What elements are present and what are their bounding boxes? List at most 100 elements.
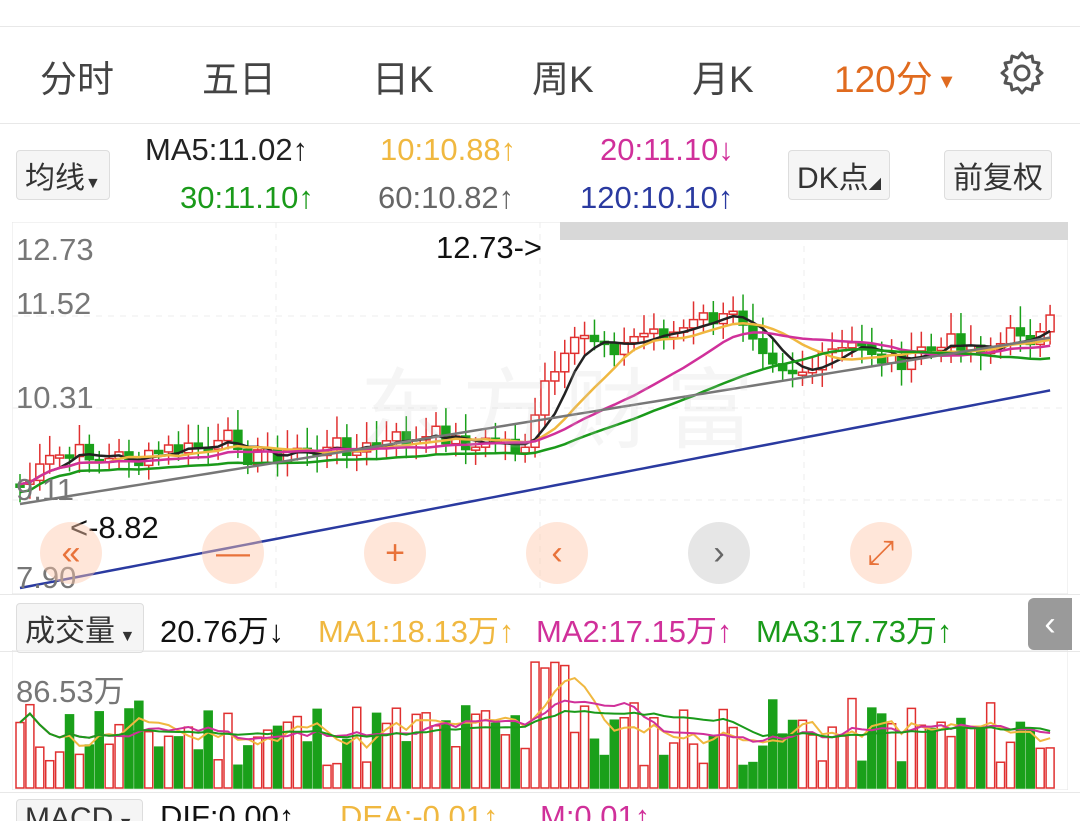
candle-down [758,338,768,355]
tab-intraday[interactable]: 分时 [40,59,114,100]
volume-bar [758,745,768,789]
volume-bar [252,736,263,789]
volume-bar [876,713,887,789]
minus-icon[interactable]: — [202,522,264,584]
volume-bar [500,734,511,789]
candle-up [54,454,65,459]
ma60-line [19,336,1051,506]
volume-bar [748,761,758,789]
ma120-line [19,389,1051,590]
macd-selector[interactable]: MACD ▼ [16,799,143,821]
tab-daily-k[interactable]: 日K [372,59,434,100]
volume-ma1-value: MA1:18.13万↑ [318,614,515,649]
candle-up [530,414,540,449]
chevron-right-icon[interactable]: › [688,522,750,584]
candle-down [659,328,669,339]
gear-icon[interactable] [998,49,1046,97]
candle-down [956,333,966,351]
candle-up [391,431,402,442]
volume-bar [322,764,332,789]
candle-up [223,429,233,442]
volume-bar [104,743,114,789]
volume-bar [787,719,798,789]
volume-bar [847,697,857,789]
volume-bar [569,731,580,789]
caret-down-icon: ▼ [115,628,136,645]
macd-header: MACD ▼ DIF:0.00↑ DEA:-0.01↑ M:0.01↑ [0,792,1080,821]
candle-up [569,336,580,355]
volume-bar [361,761,372,789]
ma120-value: 120:10.10↑ [580,180,734,215]
volume-bar [223,712,233,789]
volume-bar [381,722,392,789]
volume-bar [94,711,104,789]
status-bar [0,0,1080,26]
candle-down [15,483,25,488]
candle-down [342,437,352,457]
ma5-value: MA5:11.02↑ [145,132,309,167]
ma10-value: 10:10.88↑ [380,132,517,167]
tab-five-day[interactable]: 五日 [202,59,276,100]
volume-bar [916,724,927,789]
candle-up [728,310,738,316]
volume-bar [25,703,35,789]
volume-value: 20.76万↓ [160,614,285,649]
volume-bar [262,729,273,789]
volume-bar [639,764,649,789]
candlestick-chart[interactable] [12,222,1068,594]
price-axis-label-2: 11.52 [16,286,92,321]
volume-selector[interactable]: 成交量 ▼ [16,603,145,653]
volume-bar [510,715,520,789]
volume-bar [74,753,85,789]
candle-down [233,429,243,451]
candle-down [589,334,600,343]
volume-bar [906,707,917,789]
candle-up [847,342,857,349]
volume-chart[interactable] [12,650,1068,790]
volume-bar [896,761,907,789]
corner-triangle-icon: ◢ [868,175,881,192]
volume-bar [738,764,748,789]
volume-bar [520,747,530,789]
double-left-icon[interactable]: « [40,522,102,584]
chevron-left-icon[interactable]: ‹ [526,522,588,584]
candle-up [698,312,709,321]
dk-point-button[interactable]: DK点◢ [788,150,890,200]
volume-bar [292,715,303,789]
volume-bar [936,721,946,789]
collapse-panel-tab[interactable]: ‹ [1028,598,1072,650]
volume-bar [203,710,213,789]
dk-point-label: DK点 [797,162,869,195]
tab-120-minute[interactable]: 120分 ▼ [834,49,957,103]
timeframe-tabs: 分时 五日 日K 周K 月K 120分 ▼ [0,26,1080,124]
price-axis-label-4: 9.11 [16,472,75,507]
volume-bar [124,708,134,789]
adjust-mode-button[interactable]: 前复权 [944,150,1052,200]
volume-bar [678,709,689,789]
tab-monthly-k[interactable]: 月K [692,59,754,100]
tab-weekly-k[interactable]: 周K [532,59,594,100]
candle-up [35,463,45,482]
volume-bar [708,735,719,789]
volume-bar [886,723,897,789]
volume-bar [54,751,65,789]
expand-icon[interactable]: ⤢ [850,522,912,584]
candle-up [916,346,927,352]
ma-selector[interactable]: 均线▼ [16,150,110,200]
price-axis-label-high: 12.73 [16,232,94,267]
volume-bar [698,762,709,789]
volume-bar [342,738,352,789]
volume-bar [1005,741,1016,789]
volume-bar [837,735,847,789]
volume-bar [243,745,253,789]
candle-down [153,449,164,455]
low-price-annotation: <-8.82 [70,510,159,545]
volume-bar [421,712,431,789]
candle-down [876,353,887,364]
volume-bar [777,733,788,789]
plus-icon[interactable]: + [364,522,426,584]
candle-up [470,446,481,451]
volume-bar [163,735,174,789]
volume-bar [966,725,976,789]
candle-up [797,371,808,376]
